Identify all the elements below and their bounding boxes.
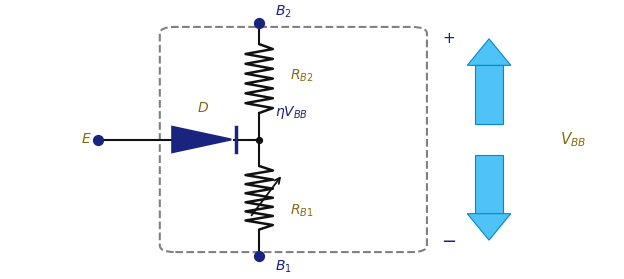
FancyBboxPatch shape (475, 155, 503, 214)
Text: $V_{BB}$: $V_{BB}$ (560, 130, 586, 149)
Polygon shape (467, 39, 511, 65)
Text: $B_2$: $B_2$ (275, 4, 291, 20)
Polygon shape (172, 127, 232, 152)
FancyBboxPatch shape (475, 65, 503, 124)
Point (254, 21, 264, 25)
Text: $R_{B1}$: $R_{B1}$ (290, 203, 314, 219)
Text: $E$: $E$ (80, 133, 92, 146)
Polygon shape (467, 214, 511, 240)
Point (93, 137, 103, 142)
Text: $\eta V_{BB}$: $\eta V_{BB}$ (275, 104, 308, 121)
Text: $-$: $-$ (441, 231, 456, 249)
Text: $B_1$: $B_1$ (275, 259, 291, 275)
Text: $D$: $D$ (197, 101, 209, 115)
Point (254, 137, 264, 142)
Text: $+$: $+$ (442, 31, 456, 46)
Point (254, 254, 264, 258)
Text: $R_{B2}$: $R_{B2}$ (290, 68, 314, 84)
